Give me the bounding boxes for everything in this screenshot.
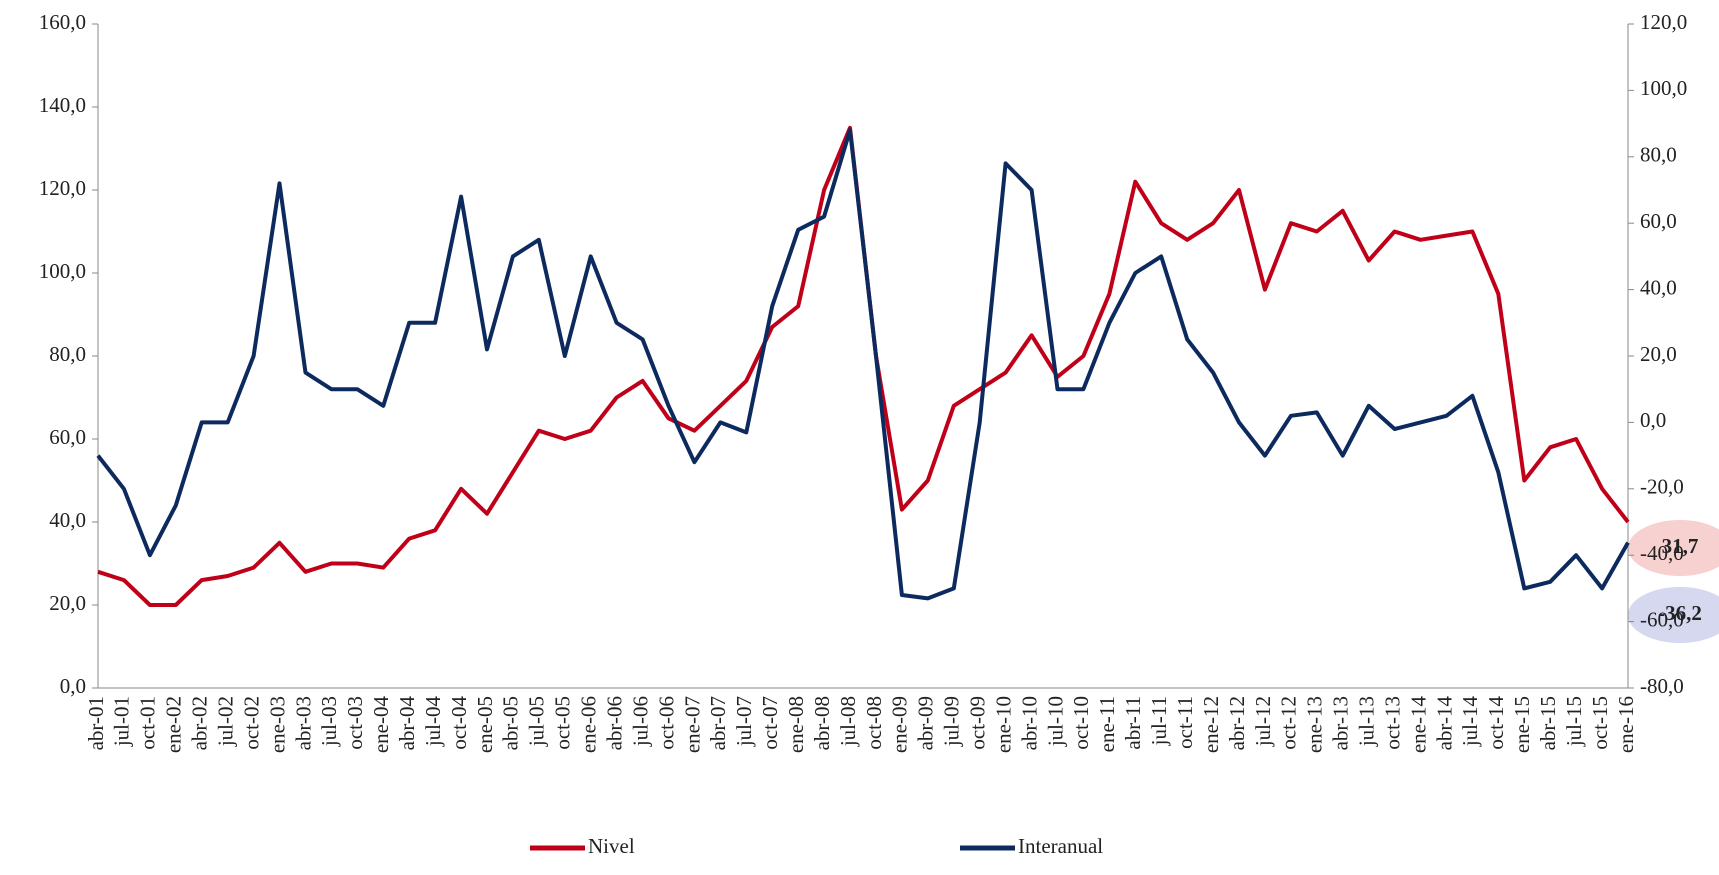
x-tick-label: jul-14 xyxy=(1458,696,1482,748)
x-tick-label: ene-11 xyxy=(1095,696,1119,752)
x-tick-label: ene-05 xyxy=(473,696,497,753)
series-line xyxy=(97,125,1630,607)
y2-tick-label: -60,0 xyxy=(1640,607,1684,631)
x-tick-label: abr-06 xyxy=(602,696,626,750)
x-tick-label: ene-15 xyxy=(1510,696,1534,753)
x-tick-label: abr-04 xyxy=(395,696,419,751)
x-tick-label: ene-07 xyxy=(680,696,704,753)
x-tick-label: jul-03 xyxy=(317,696,341,747)
annotation-bubble xyxy=(1628,520,1719,576)
series-line xyxy=(96,128,1630,601)
y2-tick-label: 100,0 xyxy=(1640,76,1687,100)
y-tick-label: 120,0 xyxy=(39,176,86,200)
x-tick-label: jul-10 xyxy=(1043,696,1067,747)
x-tick-label: oct-11 xyxy=(1173,696,1197,749)
y2-tick-label: 60,0 xyxy=(1640,209,1677,233)
x-tick-label: jul-01 xyxy=(110,696,134,747)
x-tick-label: ene-09 xyxy=(888,696,912,753)
x-tick-label: oct-09 xyxy=(966,696,990,750)
x-tick-label: jul-12 xyxy=(1251,696,1275,747)
annotation-bubble xyxy=(1628,587,1719,643)
x-tick-label: oct-03 xyxy=(343,696,367,750)
x-tick-label: ene-13 xyxy=(1303,696,1327,753)
x-tick-label: oct-01 xyxy=(136,696,160,750)
y-tick-label: 100,0 xyxy=(39,259,86,283)
x-tick-label: oct-15 xyxy=(1588,696,1612,750)
x-tick-label: oct-13 xyxy=(1380,696,1404,750)
x-tick-label: jul-05 xyxy=(525,696,549,747)
y2-tick-label: 0,0 xyxy=(1640,408,1666,432)
y-tick-label: 20,0 xyxy=(49,591,86,615)
x-tick-label: abr-11 xyxy=(1121,696,1145,750)
x-tick-label: abr-01 xyxy=(84,696,108,750)
y2-tick-label: 20,0 xyxy=(1640,342,1677,366)
x-tick-label: oct-05 xyxy=(551,696,575,750)
y2-tick-label: 40,0 xyxy=(1640,275,1677,299)
x-tick-label: ene-02 xyxy=(162,696,186,753)
y2-tick-label: -40,0 xyxy=(1640,541,1684,565)
y-tick-label: 0,0 xyxy=(60,674,86,698)
x-tick-label: oct-08 xyxy=(862,696,886,750)
x-tick-label: jul-13 xyxy=(1354,696,1378,747)
x-tick-label: abr-15 xyxy=(1536,696,1560,750)
x-tick-label: ene-12 xyxy=(1199,696,1223,753)
annotation: 31,7 xyxy=(1662,534,1699,558)
x-tick-label: ene-03 xyxy=(265,696,289,753)
x-tick-label: abr-14 xyxy=(1432,696,1456,751)
x-tick-label: abr-10 xyxy=(1017,696,1041,750)
y-tick-label: 160,0 xyxy=(39,10,86,34)
y2-tick-label: -20,0 xyxy=(1640,475,1684,499)
x-tick-label: oct-07 xyxy=(758,696,782,750)
x-tick-label: oct-02 xyxy=(239,696,263,750)
x-tick-label: jul-07 xyxy=(732,696,756,747)
y-tick-label: 60,0 xyxy=(49,425,86,449)
legend-label: Nivel xyxy=(588,834,635,858)
x-tick-label: ene-10 xyxy=(991,696,1015,753)
x-tick-label: ene-04 xyxy=(369,696,393,754)
x-tick-label: oct-12 xyxy=(1277,696,1301,750)
x-tick-label: jul-15 xyxy=(1562,696,1586,747)
x-tick-label: ene-14 xyxy=(1406,696,1430,754)
y2-tick-label: 80,0 xyxy=(1640,143,1677,167)
x-tick-label: oct-10 xyxy=(1069,696,1093,750)
x-tick-label: oct-14 xyxy=(1484,696,1508,750)
y-tick-label: 40,0 xyxy=(49,508,86,532)
x-tick-label: ene-06 xyxy=(577,696,601,753)
y-tick-label: 140,0 xyxy=(39,93,86,117)
x-tick-label: oct-06 xyxy=(654,696,678,750)
annotation: -36,2 xyxy=(1658,601,1702,625)
y-tick-label: 80,0 xyxy=(49,342,86,366)
x-tick-label: abr-07 xyxy=(706,696,730,750)
x-tick-label: ene-08 xyxy=(784,696,808,753)
y2-tick-label: -80,0 xyxy=(1640,674,1684,698)
x-tick-label: jul-02 xyxy=(213,696,237,747)
x-tick-label: abr-08 xyxy=(810,696,834,750)
x-tick-label: jul-04 xyxy=(421,696,445,748)
x-tick-label: oct-04 xyxy=(447,696,471,750)
x-tick-label: jul-06 xyxy=(628,696,652,747)
x-tick-label: jul-09 xyxy=(940,696,964,747)
x-tick-label: abr-03 xyxy=(291,696,315,750)
x-tick-label: abr-09 xyxy=(914,696,938,750)
x-tick-label: abr-12 xyxy=(1225,696,1249,750)
x-tick-label: ene-16 xyxy=(1614,696,1638,753)
x-tick-label: jul-08 xyxy=(836,696,860,747)
x-tick-label: abr-02 xyxy=(188,696,212,750)
x-tick-label: abr-13 xyxy=(1329,696,1353,750)
x-tick-label: abr-05 xyxy=(499,696,523,750)
legend-label: Interanual xyxy=(1018,834,1103,858)
x-tick-label: jul-11 xyxy=(1147,696,1171,746)
y2-tick-label: 120,0 xyxy=(1640,10,1687,34)
